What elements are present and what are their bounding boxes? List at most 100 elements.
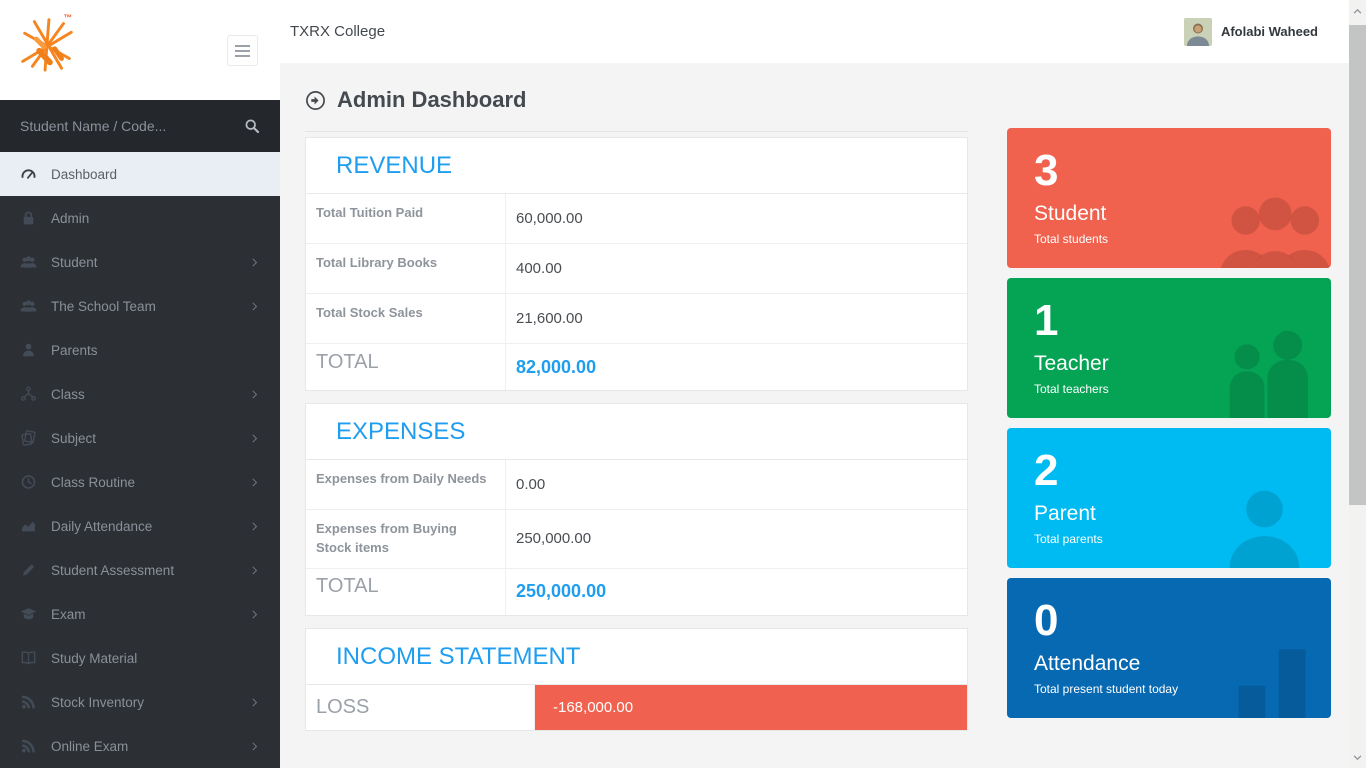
sidebar-item-label: Online Exam xyxy=(51,738,129,754)
lock-icon xyxy=(20,210,37,226)
chevron-right-icon xyxy=(249,477,260,488)
sidebar-item-label: Admin xyxy=(51,210,90,226)
total-value: 250,000.00 xyxy=(516,581,607,602)
revenue-panel: REVENUE Total Tuition Paid 60,000.00 Tot… xyxy=(305,137,968,391)
table-row: Total Stock Sales 21,600.00 xyxy=(306,294,967,344)
stat-sublabel: Total parents xyxy=(1034,532,1103,546)
bars-icon xyxy=(1229,634,1317,718)
row-value: 250,000.00 xyxy=(516,530,592,548)
sitemap-icon xyxy=(20,386,37,402)
total-row: TOTAL 82,000.00 xyxy=(306,344,967,390)
search-input[interactable] xyxy=(20,118,244,134)
users-icon xyxy=(20,254,37,270)
graduation-cap-icon xyxy=(20,606,37,622)
sidebar-item-label: Dashboard xyxy=(51,166,118,182)
sidebar-item-stock-inventory[interactable]: Stock Inventory xyxy=(0,680,280,724)
group2-icon xyxy=(1222,324,1315,418)
rss-icon xyxy=(20,738,37,754)
student-search-bar xyxy=(0,100,280,152)
user-name: Afolabi Waheed xyxy=(1220,24,1318,39)
sidebar-item-label: Study Material xyxy=(51,650,138,666)
row-label: Expenses from Buying Stock items xyxy=(306,510,506,568)
row-value: 21,600.00 xyxy=(516,310,583,327)
brand-title: TXRX College xyxy=(290,23,386,40)
sidebar-item-parents[interactable]: Parents xyxy=(0,328,280,372)
panel-title: INCOME STATEMENT xyxy=(306,629,967,685)
arrow-circle-right-icon xyxy=(305,90,326,111)
stat-card-attendance: 0 Attendance Total present student today xyxy=(1007,578,1331,718)
row-label: Total Stock Sales xyxy=(306,294,506,343)
sidebar-item-subject[interactable]: Subject xyxy=(0,416,280,460)
stat-label: Parent xyxy=(1034,502,1096,525)
sidebar-item-label: Stock Inventory xyxy=(51,694,145,710)
search-icon[interactable] xyxy=(244,118,260,134)
sidebar-item-class[interactable]: Class xyxy=(0,372,280,416)
row-value: 0.00 xyxy=(516,476,546,493)
chevron-right-icon xyxy=(249,257,260,268)
topbar: TXRX College Afolabi Waheed xyxy=(280,0,1349,63)
hamburger-menu-icon[interactable] xyxy=(227,35,258,66)
stat-label: Student xyxy=(1034,202,1107,225)
person-icon xyxy=(1224,484,1305,568)
sidebar-item-label: Parents xyxy=(51,342,98,358)
book-icon xyxy=(20,650,37,666)
scrollbar-thumb[interactable] xyxy=(1349,25,1366,505)
group3-icon xyxy=(1215,192,1331,268)
user-menu[interactable]: Afolabi Waheed xyxy=(1183,17,1318,46)
stat-count: 2 xyxy=(1034,446,1059,495)
chevron-right-icon xyxy=(249,521,260,532)
sidebar-item-label: Daily Attendance xyxy=(51,518,153,534)
chevron-right-icon xyxy=(249,565,260,576)
sidebar-item-label: The School Team xyxy=(51,298,156,314)
gauge-icon xyxy=(20,166,37,182)
sidebar-item-admin[interactable]: Admin xyxy=(0,196,280,240)
table-row: Expenses from Daily Needs 0.00 xyxy=(306,460,967,510)
panel-title: REVENUE xyxy=(306,138,967,194)
sidebar-item-exam[interactable]: Exam xyxy=(0,592,280,636)
sidebar-item-label: Subject xyxy=(51,430,97,446)
page-title-text: Admin Dashboard xyxy=(337,87,527,112)
row-label: Total Tuition Paid xyxy=(306,194,506,243)
page-title: Admin Dashboard xyxy=(305,81,968,132)
stats-column: 3 Student Total students 1 Teacher Total… xyxy=(1007,81,1331,743)
row-label: LOSS xyxy=(306,684,535,730)
stat-sublabel: Total teachers xyxy=(1034,382,1109,396)
table-row: LOSS -168,000.00 xyxy=(306,684,967,730)
income-statement-panel: INCOME STATEMENT LOSS -168,000.00 xyxy=(305,627,968,731)
chevron-down-icon[interactable] xyxy=(1349,749,1366,765)
stat-card-parent: 2 Parent Total parents xyxy=(1007,428,1331,568)
sidebar-item-class-routine[interactable]: Class Routine xyxy=(0,460,280,504)
sidebar-item-study-material[interactable]: Study Material xyxy=(0,636,280,680)
row-value: 60,000.00 xyxy=(516,210,583,227)
sidebar-item-the-school-team[interactable]: The School Team xyxy=(0,284,280,328)
sidebar-item-daily-attendance[interactable]: Daily Attendance xyxy=(0,504,280,548)
row-value: 400.00 xyxy=(516,260,562,277)
vertical-scrollbar[interactable] xyxy=(1349,0,1366,768)
total-row: TOTAL 250,000.00 xyxy=(306,568,967,615)
logo-block: ™ xyxy=(0,0,280,100)
sidebar-item-label: Student xyxy=(51,254,98,270)
panel-rows: Expenses from Daily Needs 0.00 Expenses … xyxy=(306,460,967,615)
school-logo[interactable]: ™ xyxy=(13,8,81,84)
rss-icon xyxy=(20,694,37,710)
chevron-up-icon[interactable] xyxy=(1349,3,1366,19)
chevron-right-icon xyxy=(249,301,260,312)
sidebar-item-online-exam[interactable]: Online Exam xyxy=(0,724,280,768)
total-label: TOTAL xyxy=(306,568,506,615)
sidebar-item-student[interactable]: Student xyxy=(0,240,280,284)
total-label: TOTAL xyxy=(306,344,506,390)
pencil-icon xyxy=(20,562,37,578)
stat-label: Teacher xyxy=(1034,352,1109,375)
stat-count: 1 xyxy=(1034,296,1059,345)
sidebar-item-dashboard[interactable]: Dashboard xyxy=(0,152,280,196)
stat-sublabel: Total students xyxy=(1034,232,1109,246)
stat-card-student: 3 Student Total students xyxy=(1007,128,1331,268)
stat-card-teacher: 1 Teacher Total teachers xyxy=(1007,278,1331,418)
sidebar: ™ Dashboard Admin Student The School Team Pa… xyxy=(0,0,280,768)
panel-title: EXPENSES xyxy=(306,404,967,460)
sidebar-item-label: Exam xyxy=(51,606,86,622)
stat-count: 0 xyxy=(1034,596,1059,645)
expenses-panel: EXPENSES Expenses from Daily Needs 0.00 … xyxy=(305,403,968,616)
sidebar-item-student-assessment[interactable]: Student Assessment xyxy=(0,548,280,592)
chevron-right-icon xyxy=(249,389,260,400)
